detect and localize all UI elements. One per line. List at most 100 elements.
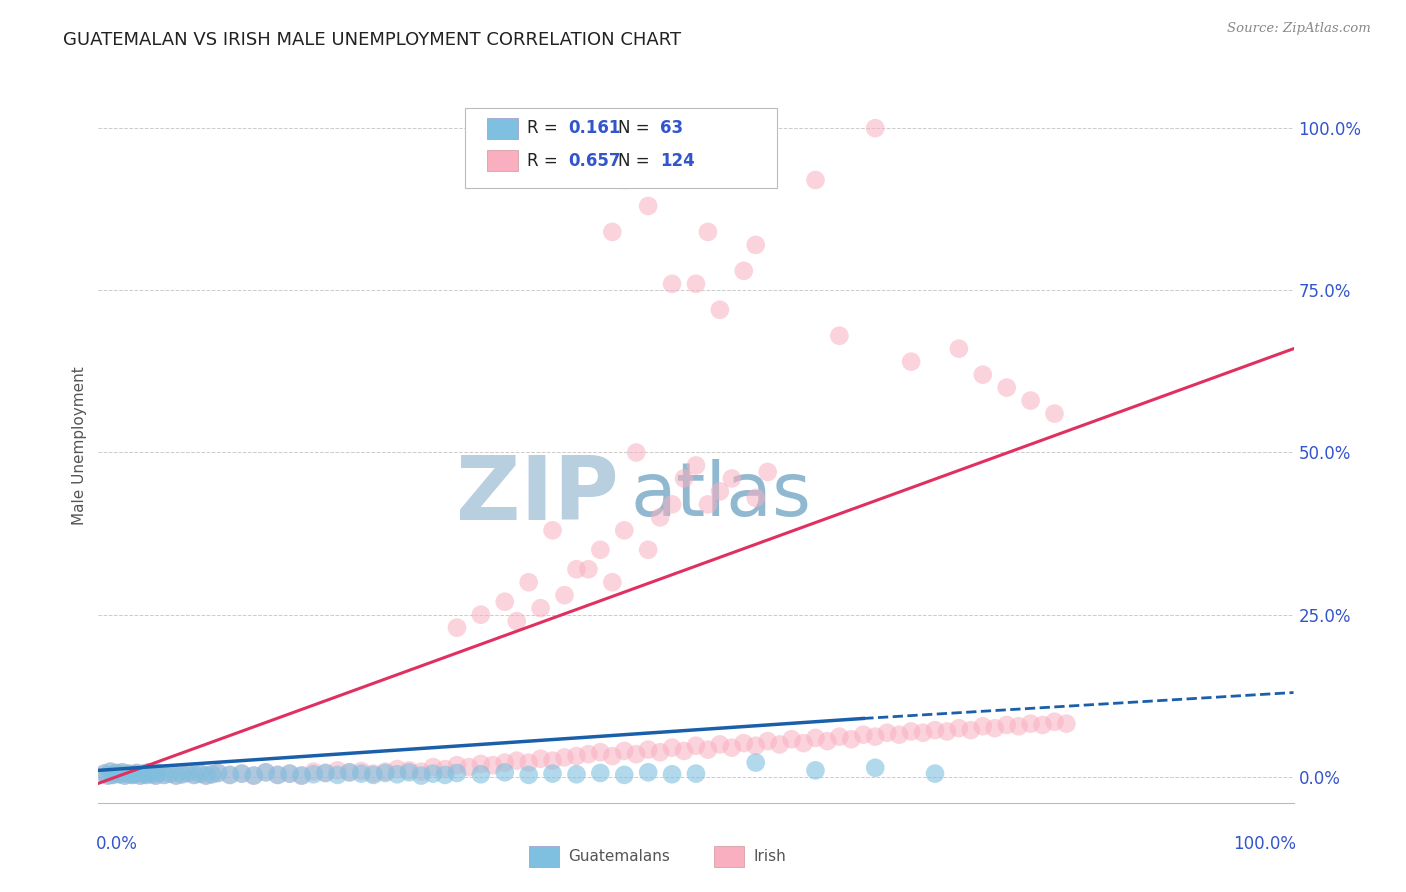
Point — [602, 225, 624, 239]
Point — [121, 768, 143, 782]
Point — [745, 491, 768, 505]
Point — [541, 766, 564, 780]
Point — [637, 542, 659, 557]
Point — [626, 747, 648, 761]
Text: GUATEMALAN VS IRISH MALE UNEMPLOYMENT CORRELATION CHART: GUATEMALAN VS IRISH MALE UNEMPLOYMENT CO… — [63, 31, 682, 49]
Point — [129, 768, 152, 782]
Point — [302, 764, 325, 779]
Point — [231, 766, 253, 780]
Point — [1019, 393, 1042, 408]
Point — [385, 767, 409, 781]
Point — [924, 723, 946, 738]
Text: 0.0%: 0.0% — [96, 835, 138, 853]
Point — [148, 766, 170, 780]
Point — [1019, 716, 1042, 731]
Point — [733, 264, 755, 278]
Point — [589, 766, 612, 780]
Point — [231, 766, 253, 780]
Point — [506, 754, 529, 768]
Point — [661, 277, 683, 291]
Point — [745, 238, 768, 252]
Point — [948, 342, 970, 356]
Point — [738, 121, 761, 136]
Point — [145, 768, 167, 782]
Point — [804, 731, 827, 745]
Point — [188, 766, 211, 780]
Y-axis label: Male Unemployment: Male Unemployment — [72, 367, 87, 525]
Point — [900, 724, 922, 739]
Point — [1056, 716, 1078, 731]
Point — [889, 728, 911, 742]
Point — [97, 768, 120, 782]
Text: 100.0%: 100.0% — [1233, 835, 1296, 853]
Point — [138, 765, 160, 780]
Point — [589, 745, 612, 759]
Point — [745, 756, 768, 770]
Point — [685, 766, 707, 780]
Point — [589, 542, 612, 557]
Point — [661, 497, 683, 511]
Point — [517, 575, 540, 590]
Point — [936, 724, 959, 739]
Point — [121, 768, 143, 782]
Point — [117, 766, 139, 780]
Point — [278, 766, 301, 780]
Point — [602, 749, 624, 764]
Point — [385, 762, 409, 776]
Point — [673, 744, 696, 758]
Text: N =: N = — [619, 152, 655, 169]
Point — [602, 575, 624, 590]
Point — [267, 768, 290, 782]
Point — [470, 607, 492, 622]
Point — [108, 767, 131, 781]
Point — [148, 766, 170, 780]
Point — [733, 736, 755, 750]
Point — [637, 765, 659, 780]
Point — [278, 766, 301, 780]
Point — [291, 768, 314, 782]
Point — [972, 719, 994, 733]
Point — [98, 764, 122, 779]
Point — [470, 767, 492, 781]
Point — [613, 524, 636, 538]
Point — [960, 723, 983, 738]
Point — [363, 768, 385, 782]
Text: N =: N = — [619, 120, 655, 137]
Point — [350, 766, 373, 780]
Point — [673, 471, 696, 485]
Point — [159, 766, 181, 780]
Point — [685, 277, 707, 291]
FancyBboxPatch shape — [465, 109, 778, 187]
Point — [793, 736, 815, 750]
Point — [541, 754, 564, 768]
Point — [697, 742, 720, 756]
Point — [995, 381, 1018, 395]
Point — [124, 767, 146, 781]
Point — [972, 368, 994, 382]
Point — [565, 749, 588, 764]
Point — [1043, 714, 1066, 729]
Point — [541, 524, 564, 538]
Point — [422, 760, 444, 774]
Text: Source: ZipAtlas.com: Source: ZipAtlas.com — [1227, 22, 1371, 36]
Point — [852, 728, 875, 742]
Point — [291, 768, 314, 782]
Text: Guatemalans: Guatemalans — [568, 849, 671, 863]
Point — [756, 465, 779, 479]
Point — [135, 768, 157, 782]
Text: atlas: atlas — [630, 459, 811, 533]
Point — [554, 588, 576, 602]
Point — [530, 752, 553, 766]
Point — [924, 766, 946, 780]
Point — [98, 764, 122, 779]
Point — [125, 766, 148, 780]
Point — [815, 734, 838, 748]
Point — [865, 121, 887, 136]
Point — [554, 750, 576, 764]
Point — [481, 758, 505, 772]
Point — [697, 225, 720, 239]
Point — [865, 730, 887, 744]
Point — [117, 766, 139, 780]
Point — [124, 767, 146, 781]
Point — [756, 734, 779, 748]
